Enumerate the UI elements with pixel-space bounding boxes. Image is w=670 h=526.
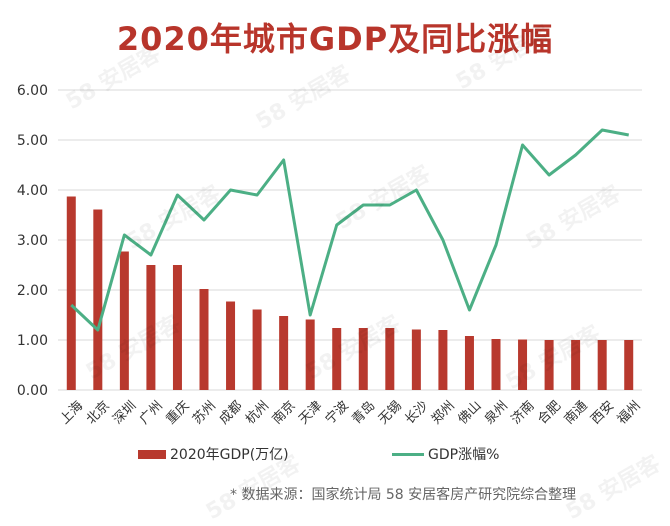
y-tick-label: 1.00 [17,333,48,349]
y-tick-label: 4.00 [17,183,48,199]
x-tick-label: 广州 [137,398,166,427]
x-tick-label: 佛山 [456,398,485,427]
bar [598,340,607,390]
legend-swatch-bar [138,450,166,459]
bar [67,197,76,391]
legend-label-growth: GDP涨幅% [428,444,499,464]
y-tick-label: 0.00 [17,383,48,399]
bar [226,302,235,391]
bar [200,289,209,390]
bar [492,339,501,390]
x-tick-label: 深圳 [110,398,139,427]
y-tick-label: 2.00 [17,283,48,299]
x-tick-label: 南通 [561,398,591,428]
bar [624,340,633,390]
x-tick-label: 西安 [588,398,617,427]
bar [465,336,474,390]
x-tick-label: 青岛 [349,398,379,428]
legend-item-growth: GDP涨幅% [392,444,499,464]
y-tick-label: 5.00 [17,133,48,149]
y-tick-label: 3.00 [17,233,48,249]
x-tick-label: 长沙 [402,398,431,427]
x-tick-label: 重庆 [163,398,193,428]
x-tick-label: 成都 [217,398,246,427]
bar [438,330,447,390]
x-tick-label: 南京 [269,398,299,428]
x-tick-label: 泉州 [481,398,511,428]
x-tick-label: 合肥 [535,398,564,427]
x-tick-label: 北京 [84,398,113,427]
x-tick-label: 杭州 [243,398,272,427]
bar [279,316,288,390]
x-tick-label: 天津 [296,398,325,427]
x-tick-label: 福州 [615,398,644,427]
legend-swatch-line [392,453,424,456]
bar [253,310,262,391]
x-tick-label: 郑州 [429,398,458,427]
x-tick-label: 苏州 [189,398,219,428]
x-tick-label: 上海 [57,398,86,427]
x-tick-label: 无锡 [376,398,405,427]
bar [412,330,421,391]
x-tick-label: 宁波 [322,398,352,428]
y-tick-label: 6.00 [17,83,48,99]
x-tick-label: 济南 [508,398,538,428]
